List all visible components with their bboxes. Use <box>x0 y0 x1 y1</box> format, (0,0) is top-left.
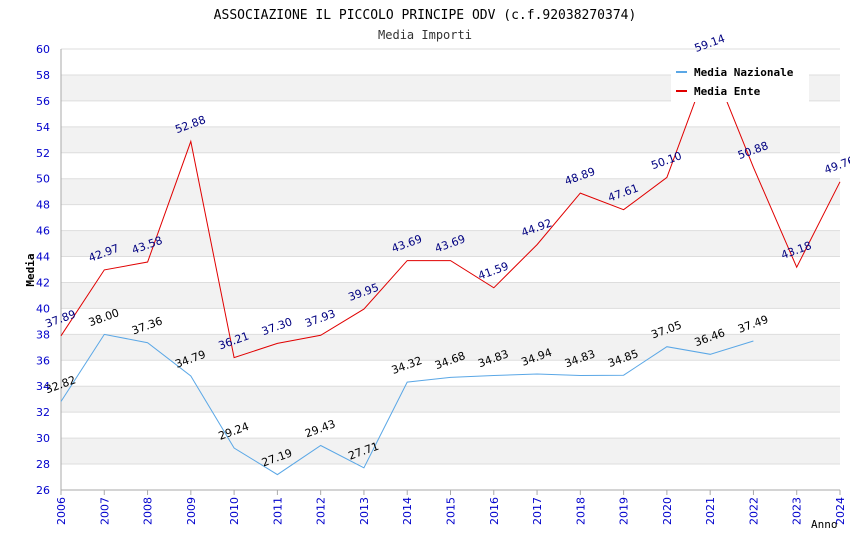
y-tick-label: 60 <box>36 43 50 56</box>
data-label: 38.00 <box>87 306 121 329</box>
grid-band <box>61 334 840 361</box>
grid-band <box>61 386 840 413</box>
y-tick-label: 50 <box>36 173 50 186</box>
y-tick-label: 44 <box>36 251 50 264</box>
x-tick-label: 2008 <box>142 497 155 525</box>
x-tick-label: 2013 <box>358 497 371 525</box>
x-tick-label: 2014 <box>401 497 414 525</box>
y-tick-label: 56 <box>36 95 50 108</box>
y-tick-label: 34 <box>36 380 50 393</box>
data-label: 59.14 <box>693 32 727 55</box>
y-tick-label: 48 <box>36 199 50 212</box>
legend-box <box>671 58 809 102</box>
x-tick-label: 2012 <box>315 497 328 525</box>
x-tick-label: 2009 <box>185 497 198 525</box>
y-tick-label: 52 <box>36 147 50 160</box>
x-tick-label: 2022 <box>747 497 760 525</box>
x-tick-label: 2017 <box>531 497 544 525</box>
data-label: 49.76 <box>823 154 850 177</box>
x-tick-label: 2019 <box>618 497 631 525</box>
x-tick-label: 2021 <box>704 497 717 525</box>
grid-band <box>61 230 840 257</box>
legend-item-label: Media Ente <box>694 85 761 98</box>
axes <box>60 49 840 491</box>
x-tick-label: 2016 <box>488 497 501 525</box>
data-label: 37.93 <box>303 307 337 330</box>
series-line-media-nazionale <box>60 333 754 476</box>
x-tick-label: 2007 <box>98 497 111 525</box>
data-label: 41.59 <box>476 260 510 283</box>
grid-band <box>61 126 840 153</box>
legend-item-label: Media Nazionale <box>694 66 794 79</box>
y-axis-ticks: 26 28 30 32 34 36 38 40 42 44 46 48 50 52 54 56 58 60 <box>36 43 50 497</box>
y-tick-label: 54 <box>36 121 50 134</box>
y-tick-label: 46 <box>36 225 50 238</box>
grid-band <box>61 282 840 309</box>
y-tick-label: 30 <box>36 432 50 445</box>
data-label: 37.49 <box>736 313 770 336</box>
x-tick-label: 2011 <box>271 497 284 525</box>
x-tick-label: 2018 <box>574 497 587 525</box>
y-tick-label: 42 <box>36 276 50 289</box>
legend: Media Nazionale Media Ente <box>671 58 809 102</box>
x-axis-label: Anno <box>811 518 838 531</box>
y-tick-label: 32 <box>36 406 50 419</box>
y-tick-label: 26 <box>36 484 50 497</box>
x-tick-label: 2010 <box>228 497 241 525</box>
x-tick-label: 2023 <box>791 497 804 525</box>
x-tick-label: 2020 <box>661 497 674 525</box>
x-tick-label: 2015 <box>445 497 458 525</box>
x-axis-ticks: 2006 2007 2008 2009 2010 2011 2012 2013 2014 2015… <box>55 490 847 525</box>
grid-band <box>61 438 840 465</box>
grid-lines <box>61 48 840 491</box>
y-tick-label: 58 <box>36 69 50 82</box>
y-tick-label: 28 <box>36 458 50 471</box>
y-tick-label: 36 <box>36 354 50 367</box>
y-tick-label: 40 <box>36 302 50 315</box>
grid-bands <box>61 74 840 465</box>
series-line-media-ente <box>60 58 841 359</box>
y-axis-label: Media <box>24 253 37 286</box>
y-tick-label: 38 <box>36 328 50 341</box>
x-tick-label: 2006 <box>55 497 68 525</box>
x-tick-label: 2024 <box>834 497 847 525</box>
chart-subtitle: Media Importi <box>378 28 472 42</box>
data-label: 29.43 <box>303 417 337 440</box>
chart-title: ASSOCIAZIONE IL PICCOLO PRINCIPE ODV (c.… <box>214 8 637 23</box>
grid-band <box>61 178 840 205</box>
